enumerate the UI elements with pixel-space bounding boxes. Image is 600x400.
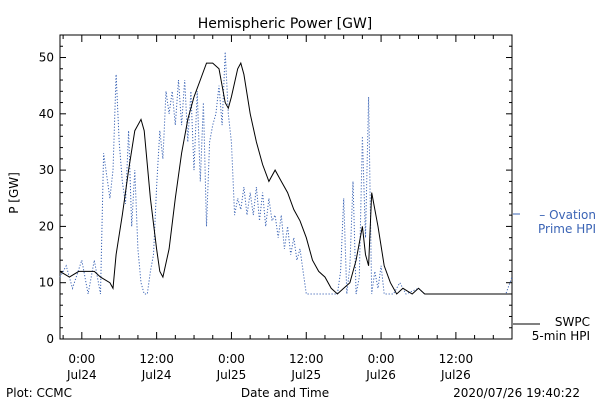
series-line-swpc-5-min-hpi xyxy=(59,61,512,295)
plot-frame xyxy=(59,34,513,340)
x-tick-time-label: 12:00 xyxy=(139,352,174,366)
y-tick-label: 30 xyxy=(39,163,54,177)
x-tick-date-label: Jul25 xyxy=(216,368,247,382)
plot-credit: Plot: CCMC xyxy=(6,386,72,400)
x-tick-date-label: Jul24 xyxy=(66,368,97,382)
y-tick-label: 50 xyxy=(39,51,54,65)
x-tick-time-label: 0:00 xyxy=(218,352,245,366)
y-tick-label: 40 xyxy=(39,107,54,121)
x-tick-time-label: 12:00 xyxy=(439,352,474,366)
x-tick-date-label: Jul25 xyxy=(290,368,321,382)
x-tick-date-label: Jul24 xyxy=(141,368,172,382)
y-tick-label: 0 xyxy=(46,332,54,346)
legend-label-ovation-line2: Prime HPI xyxy=(538,222,596,236)
axes: 0 10 20 30 40 50 0:00 Jul24 12:00 Jul24 0:00 Jul25 1… xyxy=(39,34,513,382)
x-tick-time-label: 0:00 xyxy=(68,352,95,366)
legend-label-swpc-line2: 5-min HPI xyxy=(532,329,590,343)
y-tick-label: 20 xyxy=(39,219,54,233)
plot-timestamp: 2020/07/26 19:40:22 xyxy=(453,386,580,400)
y-tick-label: 10 xyxy=(39,276,54,290)
x-tick-time-label: 12:00 xyxy=(289,352,324,366)
x-axis-label: Date and Time xyxy=(241,386,329,400)
y-axis-label: P [GW] xyxy=(7,172,21,214)
x-tick-time-label: 0:00 xyxy=(368,352,395,366)
series-layer xyxy=(59,51,513,295)
x-tick-date-label: Jul26 xyxy=(365,368,396,382)
x-tick-date-label: Jul26 xyxy=(440,368,471,382)
chart-title: Hemispheric Power [GW] xyxy=(198,16,373,32)
legend-label-swpc-line1: SWPC xyxy=(555,315,590,329)
legend-label-ovation-line1: – Ovation xyxy=(539,208,596,222)
